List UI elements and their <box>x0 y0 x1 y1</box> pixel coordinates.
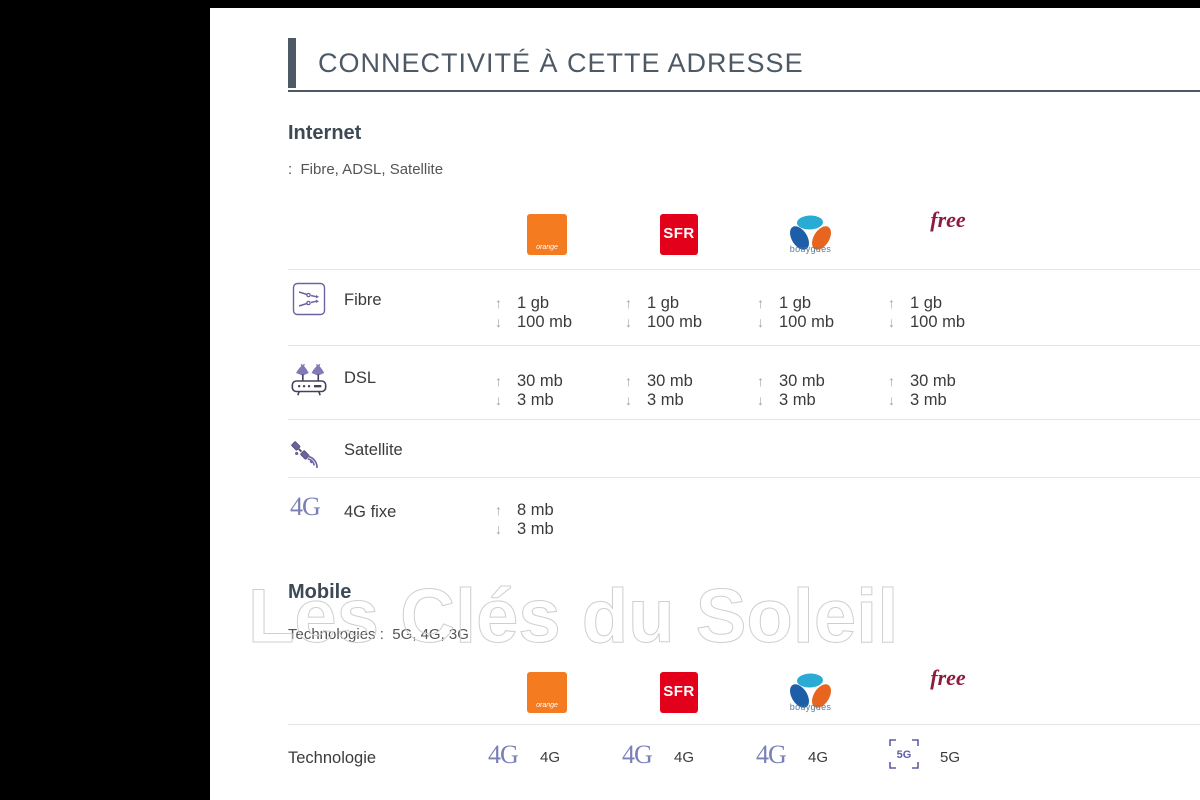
svg-text:5G: 5G <box>897 749 912 761</box>
